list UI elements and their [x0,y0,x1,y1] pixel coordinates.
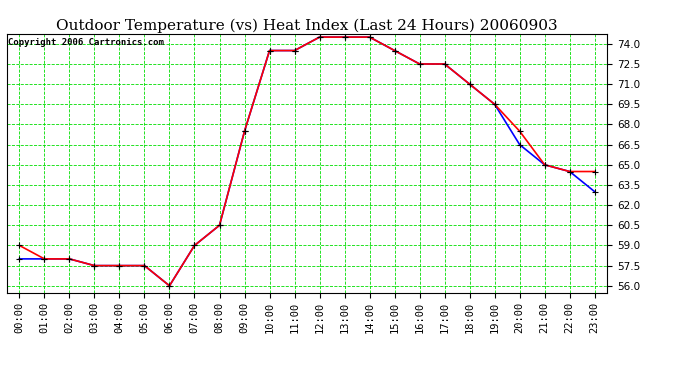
Text: Copyright 2006 Cartronics.com: Copyright 2006 Cartronics.com [8,38,164,46]
Title: Outdoor Temperature (vs) Heat Index (Last 24 Hours) 20060903: Outdoor Temperature (vs) Heat Index (Las… [57,18,558,33]
